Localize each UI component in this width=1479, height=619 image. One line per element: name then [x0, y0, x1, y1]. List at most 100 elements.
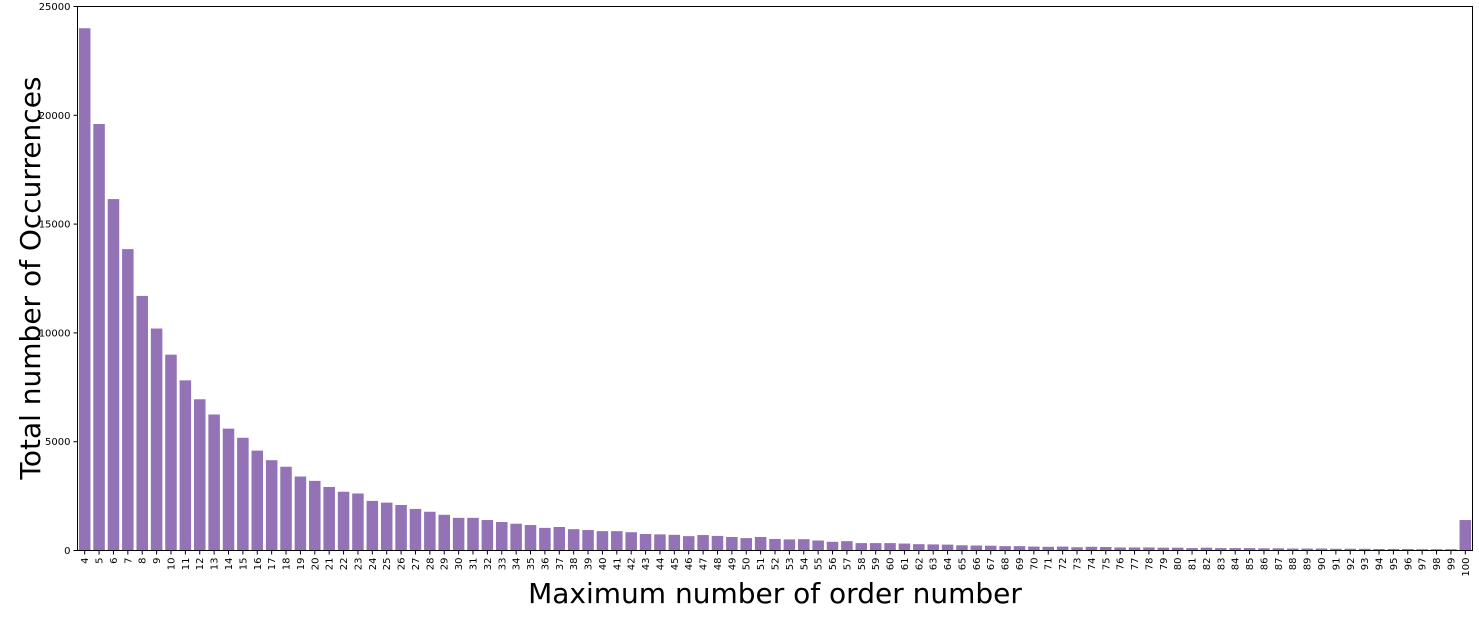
- bar-89: [1301, 548, 1313, 551]
- x-tick-label-41: 41: [612, 558, 623, 571]
- bar-12: [193, 399, 206, 551]
- bar-53: [783, 539, 796, 551]
- bar-83: [1215, 548, 1227, 551]
- bar-17: [265, 460, 278, 551]
- bar-62: [913, 544, 925, 551]
- bar-87: [1272, 548, 1285, 551]
- x-tick-label-4: 4: [80, 558, 91, 564]
- bar-5: [93, 124, 105, 551]
- x-tick-label-23: 23: [353, 558, 364, 571]
- x-tick-label-43: 43: [641, 558, 652, 571]
- bar-82: [1200, 547, 1213, 551]
- x-tick-label-90: 90: [1317, 558, 1328, 571]
- bar-29: [438, 514, 450, 551]
- bar-100: [1459, 520, 1472, 551]
- x-tick-label-57: 57: [842, 558, 853, 571]
- bar-47: [697, 535, 709, 551]
- bar-76: [1114, 547, 1126, 551]
- x-tick-label-94: 94: [1375, 558, 1386, 571]
- bar-92: [1344, 548, 1357, 551]
- bar-80: [1171, 547, 1184, 551]
- x-tick-label-7: 7: [123, 558, 134, 564]
- bar-21: [323, 486, 335, 551]
- bar-63: [927, 544, 939, 551]
- bar-45: [668, 534, 681, 551]
- x-tick-label-17: 17: [267, 558, 278, 571]
- bar-36: [539, 527, 551, 551]
- y-axis: 0 5000 10000 15000 20000 25000: [39, 2, 78, 557]
- x-axis: 4 5 6 7 8 9 10 11 12 13 14 15 16 17 18 19 20 21 22 23 24 25 26…: [80, 550, 1472, 577]
- bar-58: [855, 543, 868, 551]
- x-tick-label-80: 80: [1173, 558, 1184, 571]
- x-tick-label-42: 42: [627, 558, 638, 571]
- x-tick-label-6: 6: [109, 558, 120, 564]
- bar-85: [1243, 548, 1256, 551]
- bar-38: [567, 529, 580, 551]
- x-tick-label-40: 40: [598, 558, 609, 571]
- bar-98: [1430, 549, 1443, 551]
- x-tick-label-18: 18: [282, 558, 293, 571]
- bar-27: [409, 508, 422, 551]
- x-tick-label-44: 44: [655, 558, 666, 571]
- x-tick-label-10: 10: [166, 558, 177, 571]
- x-tick-label-15: 15: [238, 558, 249, 571]
- x-tick-label-50: 50: [742, 558, 753, 571]
- bar-39: [582, 530, 594, 551]
- bar-37: [553, 527, 566, 551]
- x-tick-label-48: 48: [713, 558, 724, 571]
- bar-97: [1416, 549, 1428, 551]
- bar-49: [726, 537, 738, 551]
- y-tick-label-15000: 15000: [39, 220, 71, 231]
- x-tick-label-68: 68: [1001, 558, 1012, 571]
- x-tick-label-96: 96: [1403, 558, 1414, 571]
- x-tick-label-76: 76: [1116, 558, 1127, 571]
- x-tick-label-5: 5: [95, 558, 106, 564]
- bar-31: [467, 517, 479, 551]
- bar-35: [524, 525, 537, 551]
- x-tick-label-22: 22: [339, 558, 350, 571]
- x-tick-label-66: 66: [972, 558, 983, 571]
- x-tick-label-81: 81: [1188, 558, 1199, 571]
- x-tick-label-88: 88: [1288, 558, 1299, 571]
- bar-19: [294, 476, 307, 551]
- bar-73: [1071, 547, 1083, 551]
- x-tick-label-52: 52: [771, 558, 782, 571]
- bar-65: [956, 545, 968, 551]
- bar-43: [639, 533, 652, 551]
- bar-59: [869, 543, 882, 551]
- x-tick-label-45: 45: [670, 558, 681, 571]
- bar-15: [237, 437, 249, 551]
- x-tick-label-86: 86: [1259, 558, 1270, 571]
- x-tick-label-64: 64: [943, 558, 954, 571]
- bar-16: [251, 450, 264, 551]
- x-tick-label-14: 14: [224, 558, 235, 571]
- bar-40: [596, 531, 609, 551]
- x-tick-label-78: 78: [1144, 558, 1155, 571]
- x-tick-label-83: 83: [1216, 558, 1227, 571]
- bar-68: [999, 546, 1011, 551]
- x-tick-label-75: 75: [1101, 558, 1112, 571]
- bar-61: [898, 543, 911, 551]
- bar-10: [165, 354, 177, 551]
- y-axis-label: Total number of Occurrences: [14, 76, 47, 480]
- x-tick-label-91: 91: [1331, 558, 1342, 571]
- x-tick-label-12: 12: [195, 558, 206, 571]
- x-tick-label-72: 72: [1058, 558, 1069, 571]
- x-tick-label-33: 33: [497, 558, 508, 571]
- x-tick-label-69: 69: [1015, 558, 1026, 571]
- bar-20: [309, 480, 321, 551]
- x-tick-label-35: 35: [526, 558, 537, 571]
- x-tick-label-38: 38: [569, 558, 580, 571]
- x-tick-label-49: 49: [727, 558, 738, 571]
- bar-46: [682, 536, 695, 551]
- x-tick-label-93: 93: [1360, 558, 1371, 571]
- x-tick-label-9: 9: [152, 558, 163, 564]
- bar-4: [78, 28, 91, 551]
- x-tick-label-99: 99: [1446, 558, 1457, 571]
- x-tick-label-29: 29: [440, 558, 451, 571]
- x-tick-label-95: 95: [1389, 558, 1400, 571]
- y-tick-label-10000: 10000: [39, 328, 71, 339]
- bar-66: [970, 545, 983, 551]
